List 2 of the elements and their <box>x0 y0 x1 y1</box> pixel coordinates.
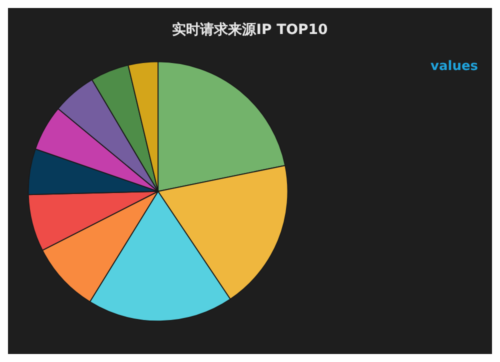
chart-title: 实时请求来源IP TOP10 <box>172 21 328 38</box>
text: values <box>430 59 478 74</box>
